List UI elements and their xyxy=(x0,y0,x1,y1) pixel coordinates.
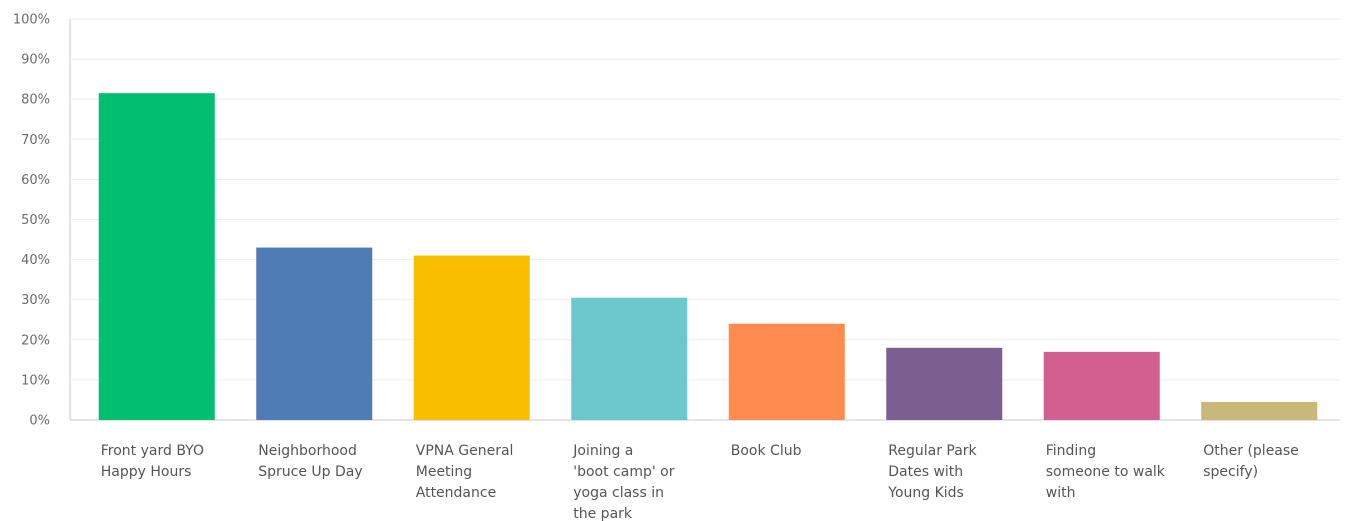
x-category-label-line: Neighborhood xyxy=(258,443,357,459)
x-category-label: Neighborhood Spruce Up Day xyxy=(258,443,362,480)
x-category-label-line: Happy Hours xyxy=(101,464,192,480)
x-category-label: Other (please specify) xyxy=(1203,443,1299,480)
x-category-label-line: Dates with xyxy=(888,464,963,480)
x-category-label-line: Joining a xyxy=(572,443,633,459)
x-category-label-line: Other (please xyxy=(1203,443,1299,459)
bar[interactable] xyxy=(886,347,1003,420)
bars xyxy=(98,93,1318,420)
x-category-label-line: Finding xyxy=(1046,443,1096,459)
x-category-label: Front yard BYO Happy Hours xyxy=(101,443,204,480)
x-category-label-line: VPNA General xyxy=(416,443,514,459)
x-category-label-line: Regular Park xyxy=(888,443,977,459)
bar[interactable] xyxy=(256,247,373,420)
bar[interactable] xyxy=(1201,401,1318,420)
y-tick-label: 80% xyxy=(21,93,50,108)
x-category-label: VPNA General Meeting Attendance xyxy=(416,443,514,501)
x-category-label-line: Spruce Up Day xyxy=(258,464,362,480)
x-category-label: Regular Park Dates with Young Kids xyxy=(887,443,977,501)
x-axis-category-labels: Front yard BYO Happy Hours Neighborhood Spr… xyxy=(101,443,1299,521)
bar[interactable] xyxy=(413,255,530,420)
x-category-label-line: Attendance xyxy=(416,485,496,501)
x-category-label-line: with xyxy=(1046,485,1076,501)
bar[interactable] xyxy=(728,323,845,420)
x-category-label-line: yoga class in xyxy=(573,485,664,501)
x-category-label-line: specify) xyxy=(1203,464,1258,480)
x-category-label-line: Young Kids xyxy=(887,485,964,501)
x-category-label: Finding someone to walk with xyxy=(1046,443,1166,501)
x-category-label: Book Club xyxy=(731,443,802,459)
y-tick-label: 20% xyxy=(21,333,50,348)
x-category-label-line: Book Club xyxy=(731,443,802,459)
y-tick-label: 60% xyxy=(21,173,50,188)
y-tick-label: 70% xyxy=(21,133,50,148)
y-tick-label: 40% xyxy=(21,253,50,268)
y-axis-tick-labels: 0% 10% 20% 30% 40% 50% 60% 70% 80% 90% 100% xyxy=(13,13,50,429)
x-category-label-line: the park xyxy=(573,506,633,521)
x-category-label: Joining a 'boot camp' or yoga class in the … xyxy=(572,443,674,521)
x-category-label-line: 'boot camp' or xyxy=(573,464,674,480)
x-category-label-line: Meeting xyxy=(416,464,472,480)
y-tick-label: 0% xyxy=(29,414,50,429)
y-tick-label: 30% xyxy=(21,293,50,308)
y-tick-label: 90% xyxy=(21,53,50,68)
y-tick-label: 10% xyxy=(21,373,50,388)
x-category-label-line: Front yard BYO xyxy=(101,443,204,459)
bar[interactable] xyxy=(98,93,215,420)
x-category-label-line: someone to walk xyxy=(1046,464,1166,480)
bar[interactable] xyxy=(571,297,688,420)
y-tick-label: 50% xyxy=(21,213,50,228)
y-tick-label: 100% xyxy=(13,13,50,28)
bar[interactable] xyxy=(1043,351,1160,420)
